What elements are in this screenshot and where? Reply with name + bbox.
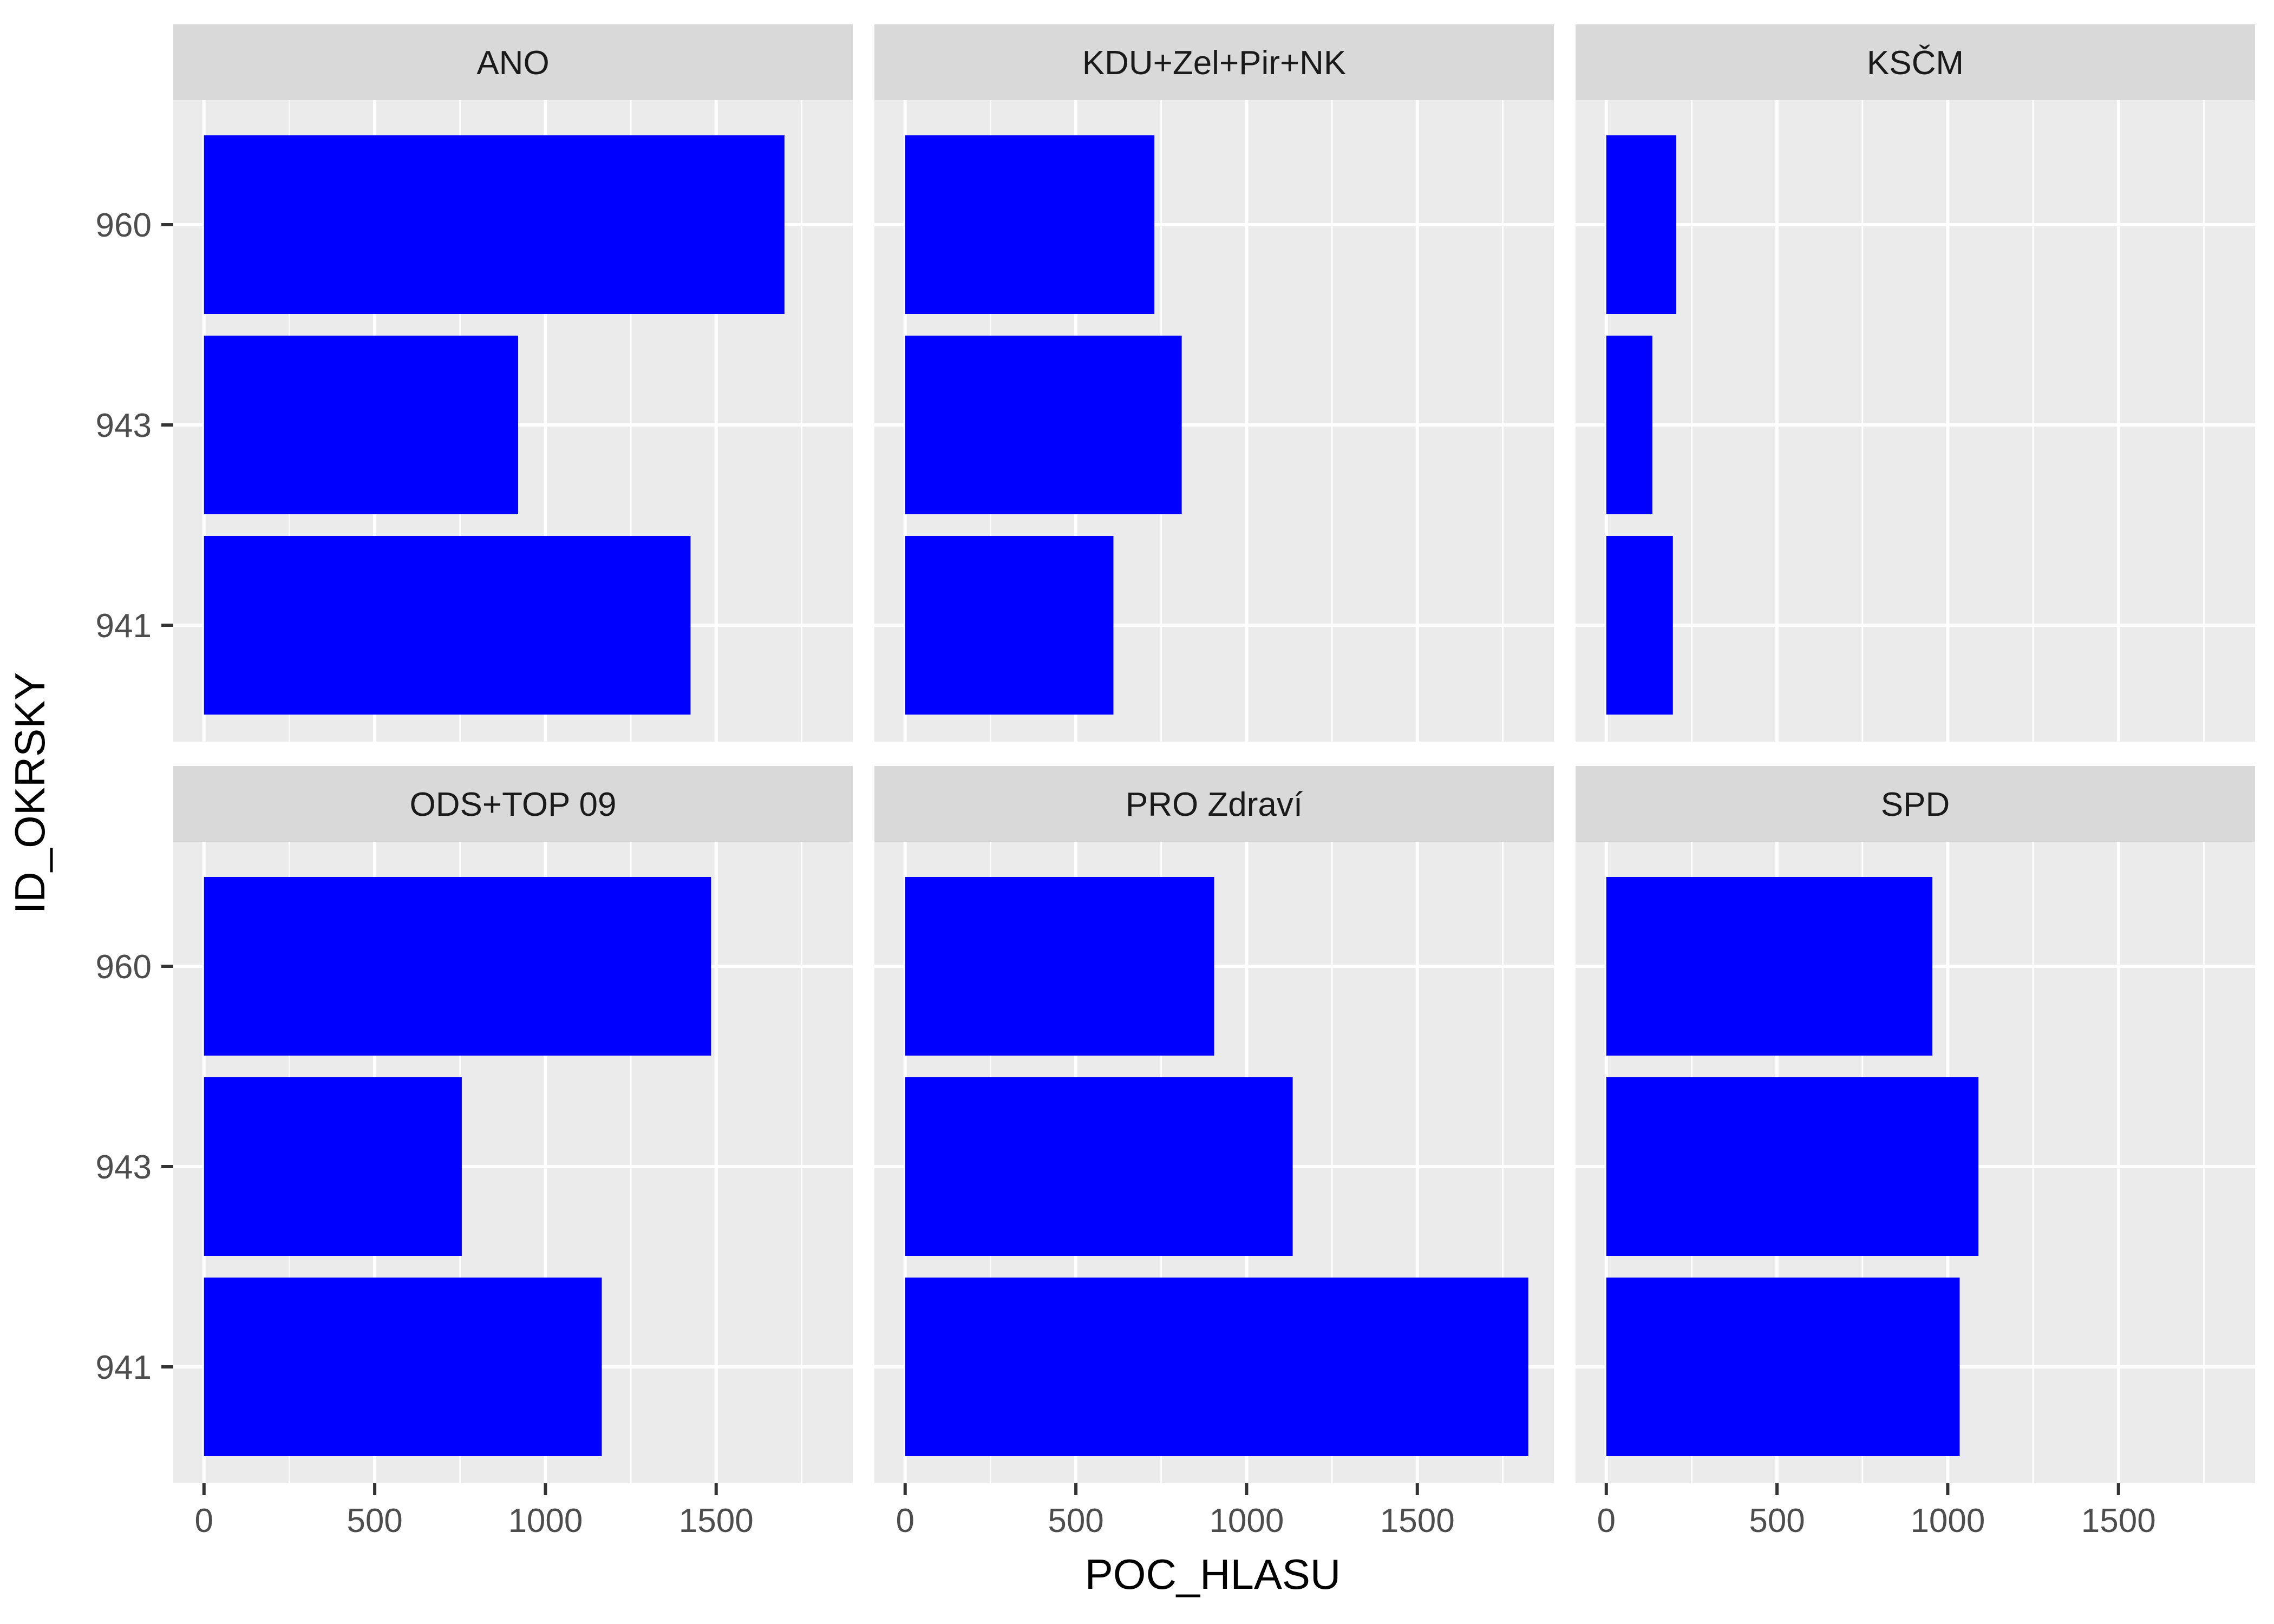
y-axis-title: ID_OKRSKY: [6, 672, 54, 914]
facet-strip-label: SPD: [1881, 786, 1950, 823]
facet-strip-label: KDU+Zel+Pir+NK: [1082, 44, 1347, 82]
bar: [204, 1077, 462, 1256]
facet-strip-label: KSČM: [1867, 44, 1964, 82]
facet-panel: ODS+TOP 09: [173, 766, 853, 1483]
bar: [905, 336, 1182, 514]
axes: 941 943 960 941 943 960 0 500 1000 1500 0 500 1000 15…: [96, 207, 2156, 1540]
y-tick-label: 941: [96, 1349, 152, 1386]
facet-panel: SPD: [1576, 766, 2255, 1483]
bar: [204, 536, 691, 715]
bar: [1606, 336, 1652, 514]
bar: [204, 1278, 602, 1456]
x-tick-label: 1500: [2081, 1502, 2156, 1540]
x-tick-label: 500: [1749, 1502, 1805, 1540]
y-tick-label: 960: [96, 948, 152, 986]
x-tick-label: 500: [347, 1502, 402, 1540]
x-tick-label: 1000: [1209, 1502, 1284, 1540]
facet-strip: [173, 766, 853, 842]
bar: [1606, 536, 1673, 715]
y-tick-label: 960: [96, 207, 152, 244]
bar: [1606, 1077, 1979, 1256]
panel-background: [1576, 100, 2255, 742]
x-tick-label: 0: [195, 1502, 213, 1540]
bar: [905, 1077, 1293, 1256]
facet-strip: [874, 24, 1554, 100]
x-tick-label: 1000: [508, 1502, 583, 1540]
x-tick-label: 1000: [1910, 1502, 1985, 1540]
bar: [204, 135, 785, 314]
y-tick-label: 941: [96, 607, 152, 645]
x-tick-label: 1500: [1380, 1502, 1455, 1540]
facet-panel: KSČM: [1576, 24, 2255, 742]
facet-strip: [1576, 766, 2255, 842]
bar: [1606, 877, 1933, 1056]
x-tick-label: 0: [896, 1502, 914, 1540]
facet-strip-label: PRO Zdraví: [1126, 786, 1303, 823]
facet-strip: [1576, 24, 2255, 100]
x-tick-label: 1500: [679, 1502, 754, 1540]
bar: [1606, 135, 1677, 314]
facet-strip: [173, 24, 853, 100]
x-tick-label: 0: [1597, 1502, 1616, 1540]
facet-strip: [874, 766, 1554, 842]
bar: [204, 877, 711, 1056]
bar: [1606, 1278, 1960, 1456]
y-tick-label: 943: [96, 1149, 152, 1186]
facet-strip-label: ANO: [476, 44, 549, 82]
facet-panel: PRO Zdraví: [874, 766, 1554, 1483]
bar: [204, 336, 518, 514]
bar: [905, 1278, 1528, 1456]
bar: [905, 536, 1114, 715]
facet-panel: ANO: [173, 24, 853, 742]
facet-panels: ANO KDU+Zel+Pir+NK KSČM ODS+TOP 09 PRO Zdrav…: [173, 24, 2255, 1483]
x-axis-title: POC_HLASU: [1085, 1550, 1341, 1598]
bar: [905, 877, 1214, 1056]
y-tick-label: 943: [96, 407, 152, 444]
facet-panel: KDU+Zel+Pir+NK: [874, 24, 1554, 742]
x-tick-label: 500: [1048, 1502, 1103, 1540]
bar: [905, 135, 1155, 314]
facet-strip-label: ODS+TOP 09: [410, 786, 617, 823]
